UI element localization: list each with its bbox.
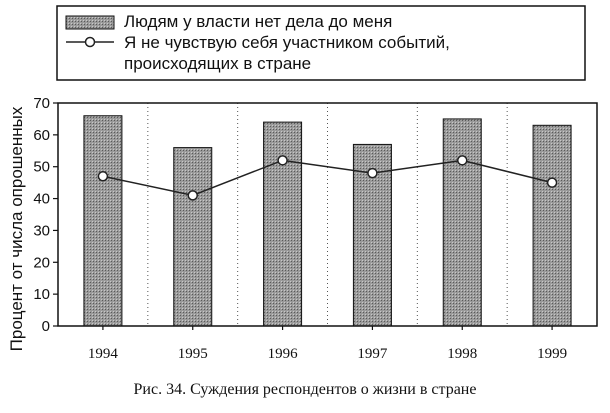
bars: [83, 115, 572, 327]
y-tick-label: 20: [33, 254, 50, 271]
bar-1998: [442, 118, 482, 327]
y-tick-label: 50: [33, 159, 50, 176]
axes: [53, 102, 598, 330]
line-series-path: [102, 159, 553, 197]
x-tick-label: 1999: [537, 346, 567, 362]
figure-caption: Рис. 34. Суждения респондентов о жизни в…: [134, 381, 477, 398]
y-tick-labels: 0 10 20 30 40 50 60 70: [33, 95, 50, 335]
y-tick-label: 60: [33, 127, 50, 144]
legend-swatch-marker: [84, 36, 96, 48]
y-tick-label: 30: [33, 222, 50, 239]
legend-swatch-bar: [65, 15, 115, 30]
line-point-1996: [277, 155, 288, 166]
y-axis-label: Процент от числа опрошенных: [7, 106, 26, 351]
legend: Людям у власти нет дела до меня Я не чув…: [56, 5, 586, 81]
bar-1996: [263, 121, 303, 327]
legend-label-bar: Людям у власти нет дела до меня: [124, 12, 392, 31]
legend-box: [56, 5, 586, 81]
x-tick-label: 1995: [178, 346, 208, 362]
line-point-1997: [367, 167, 378, 179]
line-series: [97, 155, 558, 201]
line-point-1999: [546, 177, 558, 188]
x-tick-label: 1996: [268, 346, 299, 362]
legend-label-line: Я не чувствую себя участником событий,: [124, 33, 450, 52]
y-tick-label: 40: [33, 191, 50, 208]
bar-1994: [83, 115, 123, 327]
x-tick-labels: 1994 1995 1996 1997 1998 1999: [88, 346, 567, 362]
bar-1999: [532, 124, 572, 327]
y-tick-label: 10: [33, 286, 50, 303]
line-point-1994: [97, 171, 109, 182]
x-tick-label: 1997: [357, 346, 388, 362]
line-point-1998: [457, 155, 468, 166]
bar-1995: [173, 147, 213, 327]
legend-label-line-cont: происходящих в стране: [124, 54, 311, 73]
x-tick-label: 1998: [447, 346, 477, 362]
line-point-1995: [187, 190, 198, 201]
y-tick-label: 70: [33, 95, 50, 112]
x-tick-label: 1994: [88, 346, 119, 362]
y-tick-label: 0: [42, 318, 50, 335]
plot-frame: [57, 102, 598, 327]
